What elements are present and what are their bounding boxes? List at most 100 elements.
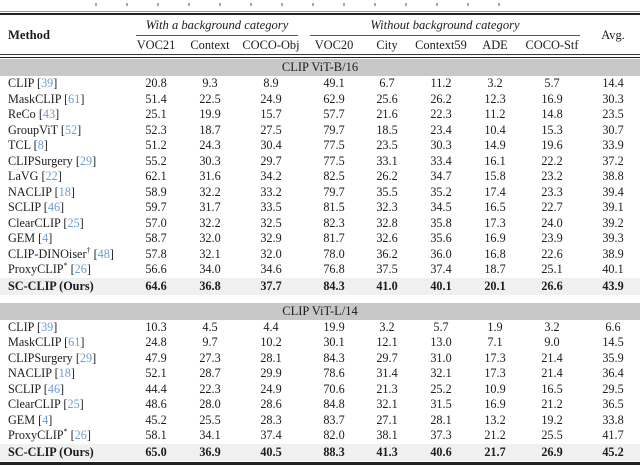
value-cell: 79.7 [323, 184, 345, 199]
value-cell: 84.8 [323, 397, 345, 411]
avg-column-header: Avg. [601, 27, 625, 42]
citation-link[interactable]: 26 [74, 262, 87, 276]
method-name: SC-CLIP (Ours) [8, 278, 94, 293]
value-cell: 18.7 [199, 122, 221, 137]
value-cell: 83.7 [323, 412, 345, 427]
value-cell: 57.8 [145, 246, 167, 261]
citation-link[interactable]: 26 [74, 428, 87, 442]
value-cell: 20.1 [484, 278, 506, 293]
citation-link[interactable]: 18 [58, 366, 71, 380]
value-cell: 22.3 [199, 381, 221, 396]
value-cell: 14.8 [541, 107, 563, 121]
value-cell: 29.7 [260, 153, 282, 168]
value-cell: 9.7 [202, 335, 218, 349]
citation-link[interactable]: 4 [42, 231, 49, 245]
table-row: LaVG [22] 62.1 31.6 34.2 82.5 26.2 34.7 15.8 23.… [0, 169, 640, 185]
value-cell: 16.1 [484, 153, 506, 168]
value-cell: 31.7 [199, 200, 221, 214]
avg-cell: 39.3 [602, 231, 624, 245]
value-cell: 41.3 [376, 444, 398, 459]
avg-cell: 35.9 [602, 350, 624, 365]
citation-link[interactable]: 46 [47, 381, 61, 396]
method-superscript: † [86, 246, 91, 255]
method-name: NACLIP [8, 366, 52, 380]
avg-cell: 30.3 [602, 91, 624, 106]
citation-link[interactable]: 18 [58, 184, 71, 199]
citation-link[interactable]: 25 [67, 397, 80, 411]
value-cell: 32.0 [260, 246, 282, 261]
citation-link[interactable]: 22 [45, 169, 58, 183]
citation-link[interactable]: 25 [67, 215, 80, 230]
table-header: Method With a background category VOC21 Co… [0, 16, 640, 54]
value-cell: 17.3 [484, 215, 506, 230]
section-header-band: CLIP ViT-L/14 [0, 302, 640, 320]
value-cell: 10.3 [145, 319, 167, 334]
citation-link[interactable]: 8 [37, 138, 44, 152]
value-cell: 28.6 [260, 397, 282, 411]
value-cell: 22.3 [430, 107, 452, 121]
citation-link[interactable]: 61 [68, 91, 81, 106]
group-subheaders: VOC21 Context COCO-Obj [130, 36, 304, 54]
method-cell: MaskCLIP [61] [8, 91, 85, 106]
citation-link[interactable]: 39 [41, 319, 54, 334]
value-cell: 58.1 [145, 428, 167, 442]
avg-cell: 39.1 [602, 200, 624, 214]
value-cell: 25.6 [376, 91, 398, 106]
column-header-context59: Context59 [415, 38, 467, 52]
clipped-caption-fragment [95, 3, 515, 6]
value-cell: 40.1 [430, 278, 452, 293]
method-name: MaskCLIP [8, 335, 62, 349]
method-cell: ClearCLIP [25] [8, 397, 84, 411]
method-superscript: * [63, 262, 68, 270]
value-cell: 33.5 [260, 200, 282, 214]
value-cell: 52.3 [145, 122, 167, 137]
citation-link[interactable]: 61 [68, 335, 81, 349]
method-cell: CLIPSurgery [29] [8, 153, 97, 168]
citation-link[interactable]: 4 [42, 412, 49, 427]
value-cell: 64.6 [145, 278, 167, 293]
value-cell: 22.5 [199, 91, 221, 106]
value-cell: 24.9 [260, 91, 282, 106]
avg-cell: 39.2 [602, 215, 624, 230]
method-cell: ProxyCLIP* [26] [8, 428, 91, 442]
value-cell: 15.8 [484, 169, 506, 183]
value-cell: 9.3 [202, 76, 218, 90]
table-row: ProxyCLIP* [26] 58.1 34.1 37.4 82.0 38.1 37.3 2… [0, 428, 640, 444]
value-cell: 15.7 [260, 107, 282, 121]
value-cell: 12.1 [376, 335, 398, 349]
citation-link[interactable]: 43 [42, 107, 56, 121]
citation-link[interactable]: 48 [97, 246, 110, 261]
value-cell: 37.5 [376, 262, 398, 276]
value-cell: 48.6 [145, 397, 167, 411]
citation-link[interactable]: 46 [47, 200, 61, 214]
value-cell: 21.6 [376, 107, 398, 121]
method-name: CLIP [8, 76, 34, 90]
method-cell: LaVG [22] [8, 169, 62, 183]
method-name: TCL [8, 138, 31, 152]
value-cell: 7.1 [487, 335, 503, 349]
header-group-1: Without background category VOC20 City Cont… [304, 16, 586, 54]
value-cell: 32.1 [430, 366, 452, 380]
citation-link[interactable]: 39 [41, 76, 54, 90]
avg-cell: 36.5 [602, 397, 624, 411]
value-cell: 62.1 [145, 169, 167, 183]
avg-cell: 36.4 [602, 366, 624, 380]
value-cell: 26.2 [430, 91, 452, 106]
avg-cell: 6.6 [605, 319, 621, 334]
value-cell: 58.9 [145, 184, 167, 199]
value-cell: 40.5 [260, 444, 282, 459]
table-body: CLIP ViT-B/16 CLIP [39] 20.8 9.3 8.9 49.1 6.7 1… [0, 59, 640, 465]
value-cell: 31.0 [430, 350, 452, 365]
method-cell: MaskCLIP [61] [8, 335, 85, 349]
value-cell: 24.9 [260, 381, 282, 396]
value-cell: 21.4 [541, 366, 563, 380]
citation-link[interactable]: 29 [79, 350, 93, 365]
value-cell: 70.6 [323, 381, 345, 396]
table-row: MaskCLIP [61] 51.4 22.5 24.9 62.9 25.6 26.2 12.… [0, 92, 640, 108]
citation-link[interactable]: 29 [79, 153, 93, 168]
table-row-ours: SC-CLIP (Ours) 64.6 36.8 37.7 84.3 41.0 40.1 20… [0, 277, 640, 295]
citation-link[interactable]: 52 [64, 122, 78, 137]
value-cell: 62.9 [323, 91, 345, 106]
value-cell: 27.3 [199, 350, 221, 365]
